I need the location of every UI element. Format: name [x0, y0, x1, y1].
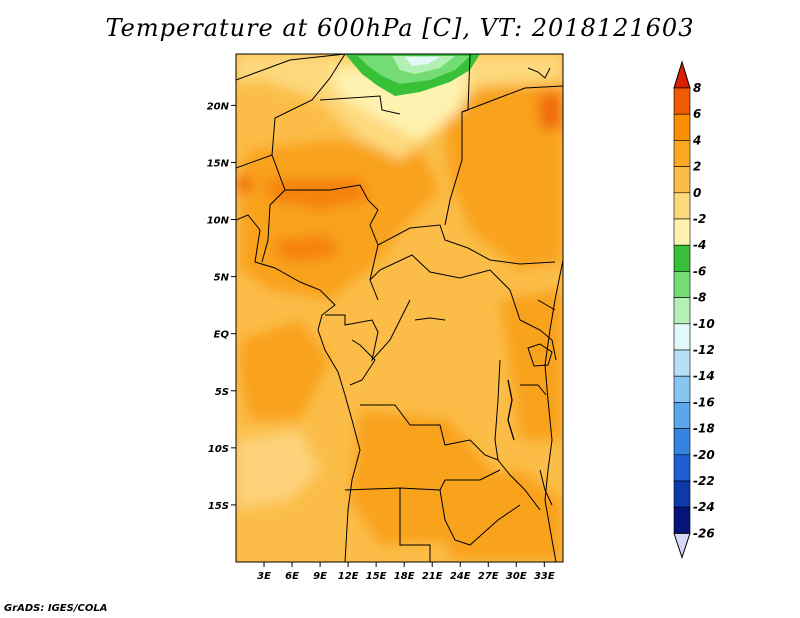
map-frame [235, 53, 564, 563]
colorbar-label: 2 [693, 160, 701, 174]
colorbar-bin [673, 140, 691, 167]
lat-tick-label: 10S [208, 444, 229, 455]
colorbar-label: -26 [693, 526, 715, 540]
colorbar-label: -24 [693, 500, 715, 514]
colorbar-bin [673, 113, 691, 141]
lat-tick-label: EQ [214, 330, 230, 341]
lon-tick-label: 15E [366, 571, 387, 582]
lat-tick-label: 10N [207, 216, 230, 227]
colorbar-bin [673, 323, 691, 351]
colorbar-label: 8 [693, 81, 701, 95]
colorbar-bin [673, 428, 691, 456]
colorbar-bin [673, 506, 691, 534]
colorbar: 8 6 4 2 0 -2 -4 -6 -8 -10 -12 -14 -16 -18 -20 -22 -24 -26 [673, 60, 715, 559]
colorbar-label: -4 [693, 238, 706, 252]
lon-tick-label: 18E [394, 571, 415, 582]
colorbar-label: -6 [693, 264, 706, 278]
boundaries [236, 54, 563, 562]
grads-credit: GrADS: IGES/COLA [4, 603, 108, 614]
lon-tick-label: 24E [450, 571, 471, 582]
colorbar-bin [673, 480, 691, 508]
map-title: Temperature at 600hPa [C], VT: 201812160… [105, 14, 695, 42]
lon-tick-label: 21E [422, 571, 443, 582]
colorbar-label: -8 [693, 291, 706, 305]
lat-tick-label: 15N [207, 158, 230, 169]
lon-tick-label: 9E [313, 571, 327, 582]
lat-tick-label: 15S [208, 501, 229, 512]
lat-tick-label: 5N [214, 273, 230, 284]
colorbar-bottom-arrow [673, 532, 691, 559]
latitude-axis: 20N 15N 10N 5N EQ 5S 10S 15S [207, 101, 236, 512]
lat-tick-label: 5S [215, 387, 229, 398]
lon-tick-label: 30E [506, 571, 527, 582]
colorbar-label: -20 [693, 448, 715, 462]
colorbar-label: 0 [693, 186, 701, 200]
colorbar-label: -14 [693, 369, 715, 383]
lat-tick-label: 20N [207, 101, 230, 112]
colorbar-bin [673, 349, 691, 377]
colorbar-label: -10 [693, 317, 715, 331]
colorbar-label: -18 [693, 422, 715, 436]
lon-tick-label: 6E [285, 571, 299, 582]
lon-tick-label: 12E [338, 571, 359, 582]
colorbar-bin [673, 192, 691, 220]
colorbar-label: -12 [693, 343, 715, 357]
colorbar-bin [673, 87, 691, 115]
colorbar-bin [673, 297, 691, 325]
colorbar-label: -16 [693, 395, 715, 409]
longitude-axis: 3E 6E 9E 12E 15E 18E 21E 24E 27E 30E 33E [257, 562, 555, 582]
lon-tick-label: 3E [257, 571, 271, 582]
colorbar-bin [673, 375, 691, 403]
colorbar-label: 6 [693, 107, 701, 121]
colorbar-bin [673, 244, 691, 272]
colorbar-bin [673, 166, 691, 194]
lon-tick-label: 33E [534, 571, 555, 582]
colorbar-label: -2 [693, 212, 706, 226]
temperature-field [236, 54, 563, 562]
colorbar-label: -22 [693, 474, 715, 488]
colorbar-bin [673, 402, 691, 429]
lon-tick-label: 27E [478, 571, 499, 582]
colorbar-bin [673, 454, 691, 482]
colorbar-top-arrow [673, 60, 691, 89]
colorbar-bin [673, 271, 691, 298]
colorbar-label: 4 [692, 133, 701, 147]
colorbar-bin [673, 218, 691, 246]
